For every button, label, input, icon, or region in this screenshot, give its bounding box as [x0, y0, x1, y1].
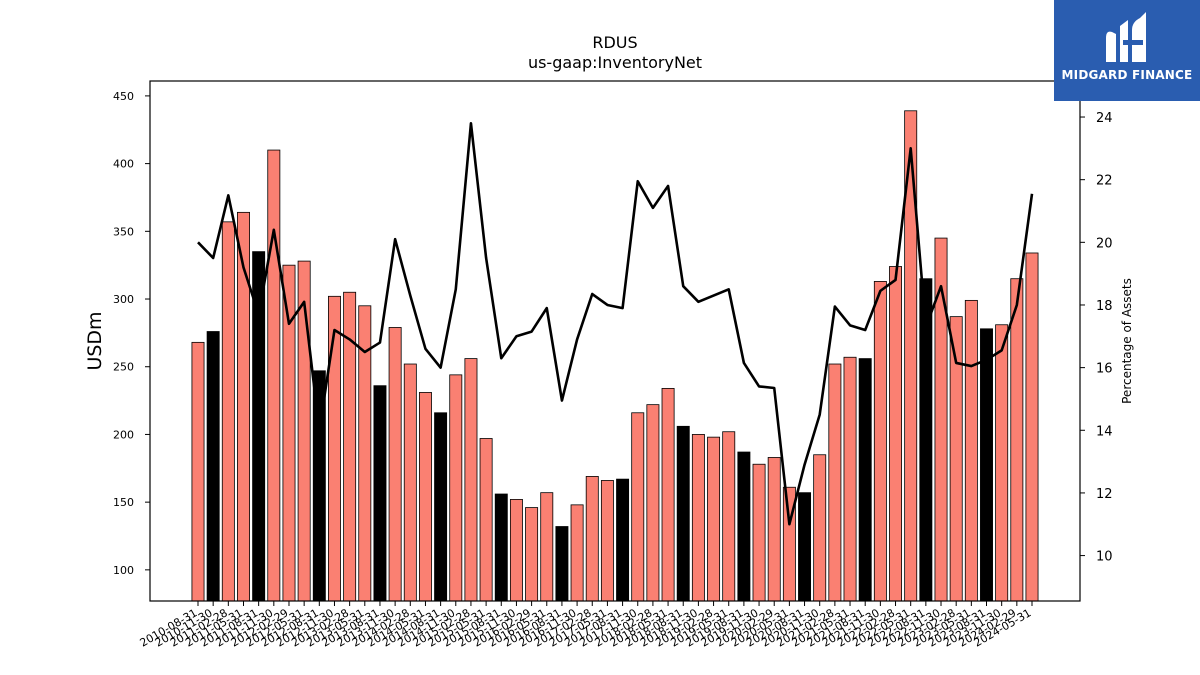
bar-2019-05-31	[722, 431, 736, 602]
midgard-finance-logo: MIDGARD FINANCE	[1054, 0, 1200, 101]
bar-2015-11-30	[509, 499, 523, 602]
bar-2020-02-29	[767, 457, 781, 602]
bar-2018-02-28	[646, 404, 660, 602]
bar-2018-11-30	[691, 434, 705, 602]
bar-2011-11-30	[267, 149, 281, 602]
bar-2021-02-28	[828, 363, 842, 602]
plot-frame	[149, 80, 1081, 602]
bar-2021-08-31	[858, 358, 872, 602]
y-tick-label-right: 18	[1096, 299, 1113, 314]
y-tick-label-right: 16	[1096, 362, 1113, 377]
y-tick-label-left: 200	[113, 428, 134, 441]
bar-2015-02-28	[464, 358, 478, 602]
bar-2014-11-30	[449, 374, 463, 602]
bar-2017-05-31	[600, 480, 614, 602]
bar-2021-11-30	[873, 281, 887, 602]
bar-2019-08-31	[737, 451, 751, 602]
y-axis-label-left: USDm	[84, 311, 106, 370]
bar-2014-08-31	[434, 412, 448, 602]
bar-2011-02-28	[221, 221, 235, 602]
bar-2019-11-30	[752, 463, 766, 602]
y-tick-label-left: 350	[113, 225, 134, 238]
y-axis-label-right: Percentage of Assets	[1120, 278, 1134, 404]
bar-2016-05-31	[540, 492, 554, 602]
y-tick-label-left: 450	[113, 90, 134, 103]
y-tick-label-right: 10	[1096, 550, 1113, 565]
y-tick-label-right: 22	[1096, 174, 1113, 189]
x-axis: 2010-08-312010-11-302011-02-282011-05-31…	[138, 601, 1034, 650]
percentage-of-assets-line	[197, 121, 1034, 526]
bar-2024-05-31	[1025, 252, 1039, 602]
bar-2017-02-28	[585, 476, 599, 602]
bar-2014-02-28	[403, 363, 417, 602]
y-tick-label-left: 300	[113, 293, 134, 306]
bar-2016-02-29	[525, 507, 539, 602]
bar-2022-02-28	[889, 266, 902, 602]
y-tick-label-right: 20	[1096, 236, 1113, 251]
bar-2015-05-31	[479, 438, 493, 602]
bar-2023-05-31	[964, 299, 978, 602]
y-tick-label-right: 14	[1096, 424, 1113, 439]
right-axis: 10 12 14 16 18 20 22 24	[1080, 111, 1113, 565]
bars-group	[191, 110, 1039, 602]
bar-2016-08-31	[555, 526, 569, 602]
y-tick-label-left: 150	[113, 496, 134, 509]
bar-2020-11-30	[813, 454, 827, 602]
line-group	[197, 121, 1034, 526]
y-tick-label-left: 250	[113, 361, 134, 374]
y-tick-label-left: 400	[113, 158, 134, 171]
bar-2010-08-31	[191, 341, 205, 602]
bar-2013-11-30	[388, 327, 402, 602]
left-axis: 100 150 200 250 300 350 400 450	[113, 90, 150, 577]
y-tick-label-left: 100	[113, 564, 134, 577]
bar-2014-05-31	[418, 392, 432, 602]
y-tick-label-right: 24	[1096, 111, 1113, 126]
bar-2016-11-30	[570, 504, 584, 602]
bar-2017-08-31	[616, 478, 630, 602]
bar-2018-05-31	[661, 387, 675, 602]
bar-2019-02-28	[707, 436, 721, 602]
bar-2018-08-31	[676, 425, 690, 602]
bar-2020-08-31	[798, 492, 812, 602]
bar-2023-08-31	[980, 328, 993, 602]
bar-2024-02-29	[1010, 278, 1024, 602]
bar-2010-11-30	[206, 331, 220, 602]
bar-2015-08-31	[494, 493, 508, 602]
bar-2017-11-30	[631, 412, 645, 602]
bar-2023-11-30	[995, 324, 1009, 602]
y-tick-label-right: 12	[1096, 487, 1113, 502]
chart-title: RDUS	[592, 33, 637, 52]
bar-2013-08-31	[373, 385, 387, 602]
logo-text: MIDGARD FINANCE	[1061, 68, 1193, 82]
chart-subtitle: us-gaap:InventoryNet	[528, 53, 702, 72]
bar-2012-11-30	[328, 295, 341, 602]
logo-mark-icon	[1106, 12, 1146, 62]
bar-2021-05-31	[843, 356, 857, 602]
